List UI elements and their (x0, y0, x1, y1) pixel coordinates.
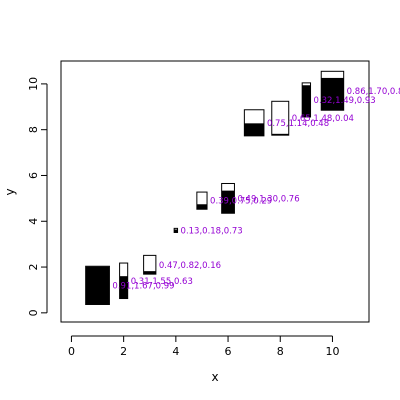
symbol-outline (196, 191, 208, 210)
point-label: 0.91,1.67,0.99 (112, 281, 174, 291)
symbol-outline (271, 100, 290, 136)
data-point (119, 262, 129, 300)
plot-frame (60, 60, 370, 323)
data-point (221, 182, 235, 214)
symbol-fill (143, 271, 156, 275)
x-tick-label: 0 (68, 345, 75, 358)
point-label: 0.13,0.18,0.73 (181, 226, 243, 236)
symbol-fill (302, 85, 311, 117)
point-label: 0.39,0.75,0.29 (210, 197, 272, 207)
x-axis: 0 2 4 6 8 10 (68, 335, 339, 358)
point-label: 0.47,0.82,0.16 (159, 261, 221, 271)
x-tick-label: 2 (120, 345, 127, 358)
symbols-layer (85, 70, 345, 305)
y-tick-label: 2 (27, 264, 40, 271)
y-tick-label: 8 (27, 126, 40, 133)
symbol-fill (244, 123, 264, 136)
x-tick-label: 4 (172, 345, 179, 358)
y-tick-label: 10 (27, 77, 40, 91)
symbol-fill (196, 204, 208, 210)
point-label: 0.32,1.49,0.93 (314, 96, 376, 106)
data-point (271, 100, 290, 136)
data-point (243, 109, 265, 137)
y-tick-label: 6 (27, 172, 40, 179)
x-axis-label: x (211, 370, 218, 384)
y-axis: 0 2 4 6 8 10 (27, 77, 48, 316)
symbol-fill (85, 266, 110, 305)
data-point (173, 227, 179, 233)
symbol-fill (174, 229, 178, 233)
symbol-fill (321, 77, 344, 111)
data-point (143, 254, 157, 275)
point-label: 0.86,1.70,0.83 (347, 87, 400, 97)
symbol-fill (221, 190, 235, 214)
point-label: 0.31,1.55,0.63 (131, 277, 193, 287)
data-point (320, 70, 345, 111)
y-tick-label: 4 (27, 218, 40, 225)
y-tick-label: 0 (27, 309, 40, 316)
symbol-fill (119, 276, 128, 299)
point-label: 0.65,1.48,0.04 (292, 114, 354, 124)
point-labels: 0.91,1.67,0.990.31,1.55,0.63 0.47,0.82,0.… (112, 87, 400, 292)
data-point (301, 82, 312, 118)
x-tick-label: 8 (277, 345, 284, 358)
data-point (85, 265, 110, 305)
symbol-fill (271, 133, 289, 136)
point-label: 0.49,1.30,0.76 (237, 194, 299, 204)
data-point (196, 191, 208, 210)
y-axis-label: y (3, 188, 17, 195)
x-tick-label: 10 (325, 345, 339, 358)
point-label: 0.75,1.14,0.48 (267, 119, 329, 129)
x-tick-label: 6 (225, 345, 232, 358)
